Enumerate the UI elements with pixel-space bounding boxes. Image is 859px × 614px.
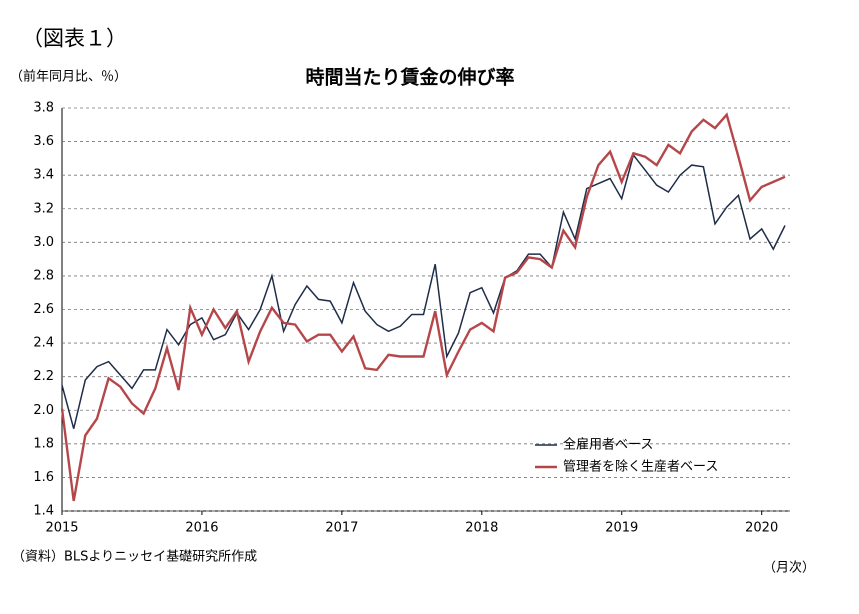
series-line — [60, 112, 786, 502]
y-tick-label: 1.6 — [33, 470, 54, 485]
x-tick-label: 2020 — [745, 521, 778, 536]
figure-label: （図表１） — [22, 27, 127, 51]
y-tick-label: 2.4 — [33, 336, 54, 351]
y-tick-label: 2.8 — [33, 268, 54, 283]
y-tick-label: 3.8 — [33, 101, 54, 116]
y-tick-label: 3.0 — [33, 235, 54, 250]
y-tick-label: 3.6 — [33, 134, 54, 149]
chart-title: 時間当たり賃金の伸び率 — [305, 66, 514, 89]
y-tick-label: 1.4 — [33, 504, 54, 519]
x-tick-label: 2017 — [325, 521, 358, 536]
y-tick-label: 2.0 — [33, 403, 54, 418]
legend-label: 全雇用者ベース — [563, 437, 653, 453]
y-tick-label: 3.2 — [33, 201, 54, 216]
y-tick-label: 2.2 — [33, 369, 54, 384]
legend-label: 管理者を除く生産者ベース — [563, 459, 718, 475]
x-tick-label: 2019 — [605, 521, 638, 536]
x-axis-label: （月次） — [763, 560, 815, 576]
x-tick-label: 2016 — [185, 521, 218, 536]
y-tick-label: 2.6 — [33, 302, 54, 317]
series-line — [61, 153, 786, 429]
source-note: （資料）BLSよりニッセイ基礎研究所作成 — [12, 550, 257, 565]
x-tick-label: 2015 — [45, 521, 78, 536]
y-tick-label: 3.4 — [33, 168, 54, 183]
y-axis-label: （前年同月比、％） — [10, 69, 127, 85]
y-tick-label: 1.8 — [33, 436, 54, 451]
x-tick-label: 2018 — [465, 521, 498, 536]
